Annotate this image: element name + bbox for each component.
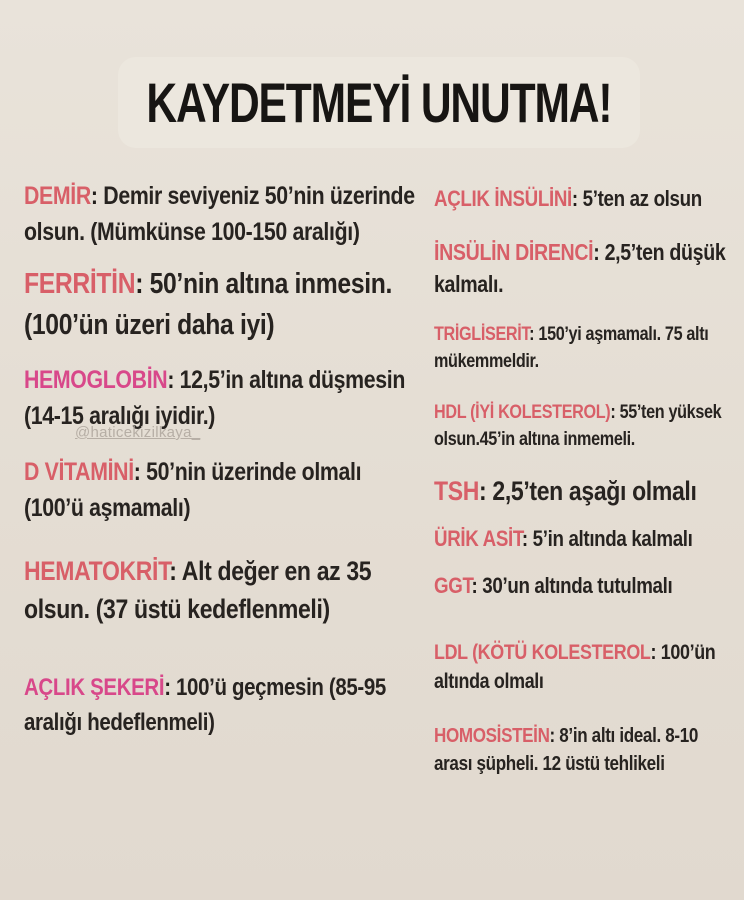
test-item-hdl: HDL (İYİ KOLESTEROL): 55’ten yüksek olsu… bbox=[434, 399, 730, 453]
test-item-urik-asit: ÜRİK ASİT: 5’in altında kalmalı bbox=[434, 523, 730, 554]
colon: : bbox=[90, 182, 98, 210]
colon: : bbox=[610, 402, 616, 423]
test-item-trigliserit: TRİGLİSERİT: 150’yi aşmamalı. 75 altı mü… bbox=[434, 321, 730, 375]
test-value-ferritin: 50’nin altına inmesin. (100’ün üzeri dah… bbox=[24, 268, 393, 341]
test-label-ggt: GGT bbox=[434, 573, 472, 598]
test-label-urik-asit: ÜRİK ASİT bbox=[434, 526, 522, 551]
colon: : bbox=[133, 458, 141, 486]
colon: : bbox=[167, 366, 175, 394]
colon: : bbox=[164, 674, 171, 701]
test-label-insulin-direnci: İNSÜLİN DİRENCİ bbox=[434, 239, 594, 265]
colon: : bbox=[549, 725, 556, 747]
test-value-hemoglobin: 12,5’in altına düşmesin (14-15 aralığı i… bbox=[24, 366, 406, 430]
test-label-ferritin: FERRİTİN bbox=[24, 268, 136, 300]
test-value-hematokrit: Alt değer en az 35 olsun. (37 üstü kedef… bbox=[24, 556, 372, 624]
test-item-ldl: LDL (KÖTÜ KOLESTEROL: 100’ün altında olm… bbox=[434, 638, 730, 696]
test-value-homosistein: 8’in altı ideal. 8-10 arası şüpheli. 12 … bbox=[434, 725, 699, 775]
colon: : bbox=[521, 526, 528, 551]
colon: : bbox=[471, 573, 478, 598]
test-value-d-vitamini: 50’nin üzerinde olmalı (100’ü aşmamalı) bbox=[24, 458, 362, 522]
test-value-hdl: 55’ten yüksek olsun.45’in altına inmemel… bbox=[434, 402, 722, 450]
colon: : bbox=[135, 268, 144, 300]
test-label-trigliserit: TRİGLİSERİT bbox=[434, 324, 530, 345]
test-label-ldl: LDL (KÖTÜ KOLESTEROL bbox=[434, 641, 651, 664]
test-value-trigliserit: 150’yi aşmamalı. 75 altı mükemmeldir. bbox=[434, 324, 709, 372]
right-column: AÇLIK İNSÜLİNİ: 5’ten az olsun İNSÜLİN D… bbox=[434, 170, 730, 778]
test-label-hematokrit: HEMATOKRİT bbox=[24, 556, 170, 586]
test-item-hemoglobin: HEMOGLOBİN: 12,5’in altına düşmesin (14-… bbox=[24, 362, 416, 434]
test-label-d-vitamini: D VİTAMİNİ bbox=[24, 458, 134, 486]
test-item-insulin-direnci: İNSÜLİN DİRENCİ: 2,5’ten düşük kalmalı. bbox=[434, 236, 730, 300]
test-value-demir: Demir seviyeniz 50’nin üzerinde olsun. (… bbox=[24, 182, 415, 246]
test-label-aclik-insulini: AÇLIK İNSÜLİNİ bbox=[434, 186, 572, 211]
test-value-aclik-sekeri: 100’ü geçmesin (85-95 aralığı hedeflenme… bbox=[24, 674, 386, 736]
page-title: KAYDETMEYİ UNUTMA! bbox=[146, 71, 612, 134]
test-item-d-vitamini: D VİTAMİNİ: 50’nin üzerinde olmalı (100’… bbox=[24, 454, 416, 526]
test-value-ldl: 100’ün altında olmalı bbox=[434, 641, 716, 693]
test-item-homosistein: HOMOSİSTEİN: 8’in altı ideal. 8-10 arası… bbox=[434, 722, 730, 778]
test-value-aclik-insulini: 5’ten az olsun bbox=[582, 186, 703, 211]
title-card: KAYDETMEYİ UNUTMA! bbox=[118, 57, 640, 148]
test-value-ggt: 30’un altında tutulmalı bbox=[482, 573, 673, 598]
test-item-tsh: TSH: 2,5’ten aşağı olmalı bbox=[434, 473, 730, 509]
colon: : bbox=[478, 476, 487, 506]
test-item-aclik-sekeri: AÇLIK ŞEKERİ: 100’ü geçmesin (85-95 aral… bbox=[24, 670, 416, 740]
test-label-demir: DEMİR bbox=[24, 182, 91, 210]
test-item-demir: DEMİR: Demir seviyeniz 50’nin üzerinde o… bbox=[24, 178, 416, 250]
colon: : bbox=[650, 641, 657, 664]
test-value-tsh: 2,5’ten aşağı olmalı bbox=[492, 476, 697, 506]
test-value-urik-asit: 5’in altında kalmalı bbox=[532, 526, 693, 551]
colon: : bbox=[593, 239, 600, 265]
colon: : bbox=[571, 186, 578, 211]
colon: : bbox=[529, 324, 535, 345]
watermark-handle: @haticekizilkaya_ bbox=[75, 424, 201, 441]
test-label-tsh: TSH bbox=[434, 476, 479, 506]
test-label-homosistein: HOMOSİSTEİN bbox=[434, 725, 550, 747]
test-item-ferritin: FERRİTİN: 50’nin altına inmesin. (100’ün… bbox=[24, 264, 416, 346]
left-column: DEMİR: Demir seviyeniz 50’nin üzerinde o… bbox=[24, 170, 416, 740]
test-item-aclik-insulini: AÇLIK İNSÜLİNİ: 5’ten az olsun bbox=[434, 183, 730, 214]
colon: : bbox=[169, 556, 177, 586]
test-item-hematokrit: HEMATOKRİT: Alt değer en az 35 olsun. (3… bbox=[24, 552, 416, 628]
test-item-ggt: GGT: 30’un altında tutulmalı bbox=[434, 570, 730, 601]
test-value-insulin-direnci: 2,5’ten düşük kalmalı. bbox=[434, 239, 726, 297]
test-label-hemoglobin: HEMOGLOBİN bbox=[24, 366, 168, 394]
test-label-aclik-sekeri: AÇLIK ŞEKERİ bbox=[24, 674, 165, 701]
test-label-hdl: HDL (İYİ KOLESTEROL) bbox=[434, 402, 611, 423]
